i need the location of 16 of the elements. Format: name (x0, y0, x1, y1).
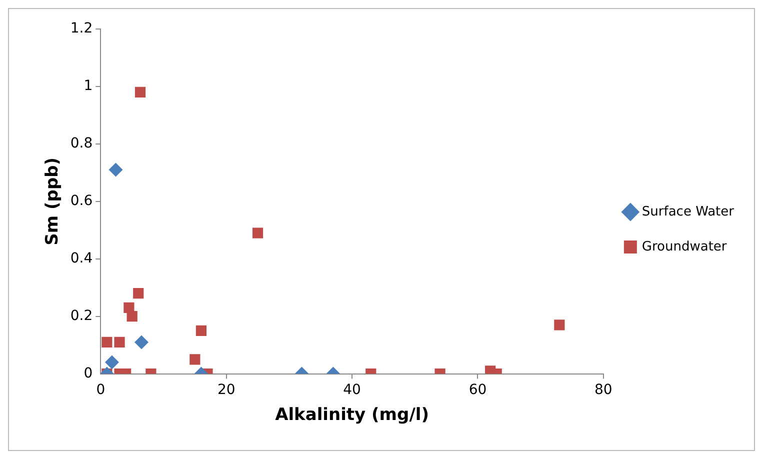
x-tick-label: 80 (594, 382, 612, 398)
y-tick-label: 1 (84, 78, 93, 94)
y-tick-label: 0.2 (70, 308, 93, 324)
y-axis-title: Sm (ppb) (42, 157, 63, 246)
x-tick-label: 60 (468, 382, 487, 398)
x-axis-title: Alkalinity (mg/l) (275, 405, 430, 426)
y-tick-label: 1.2 (70, 20, 93, 37)
x-tick-label: 20 (217, 382, 236, 398)
x-tick-label: 0 (96, 382, 106, 398)
legend-label: Surface Water (642, 204, 735, 220)
x-tick-label: 40 (343, 382, 361, 398)
legend-label: Groundwater (642, 239, 728, 254)
y-tick-label: 0.6 (70, 193, 93, 210)
y-tick-label: 0.8 (70, 136, 93, 152)
y-tick-label: 0 (84, 365, 93, 382)
y-tick-label: 0.4 (70, 250, 93, 267)
